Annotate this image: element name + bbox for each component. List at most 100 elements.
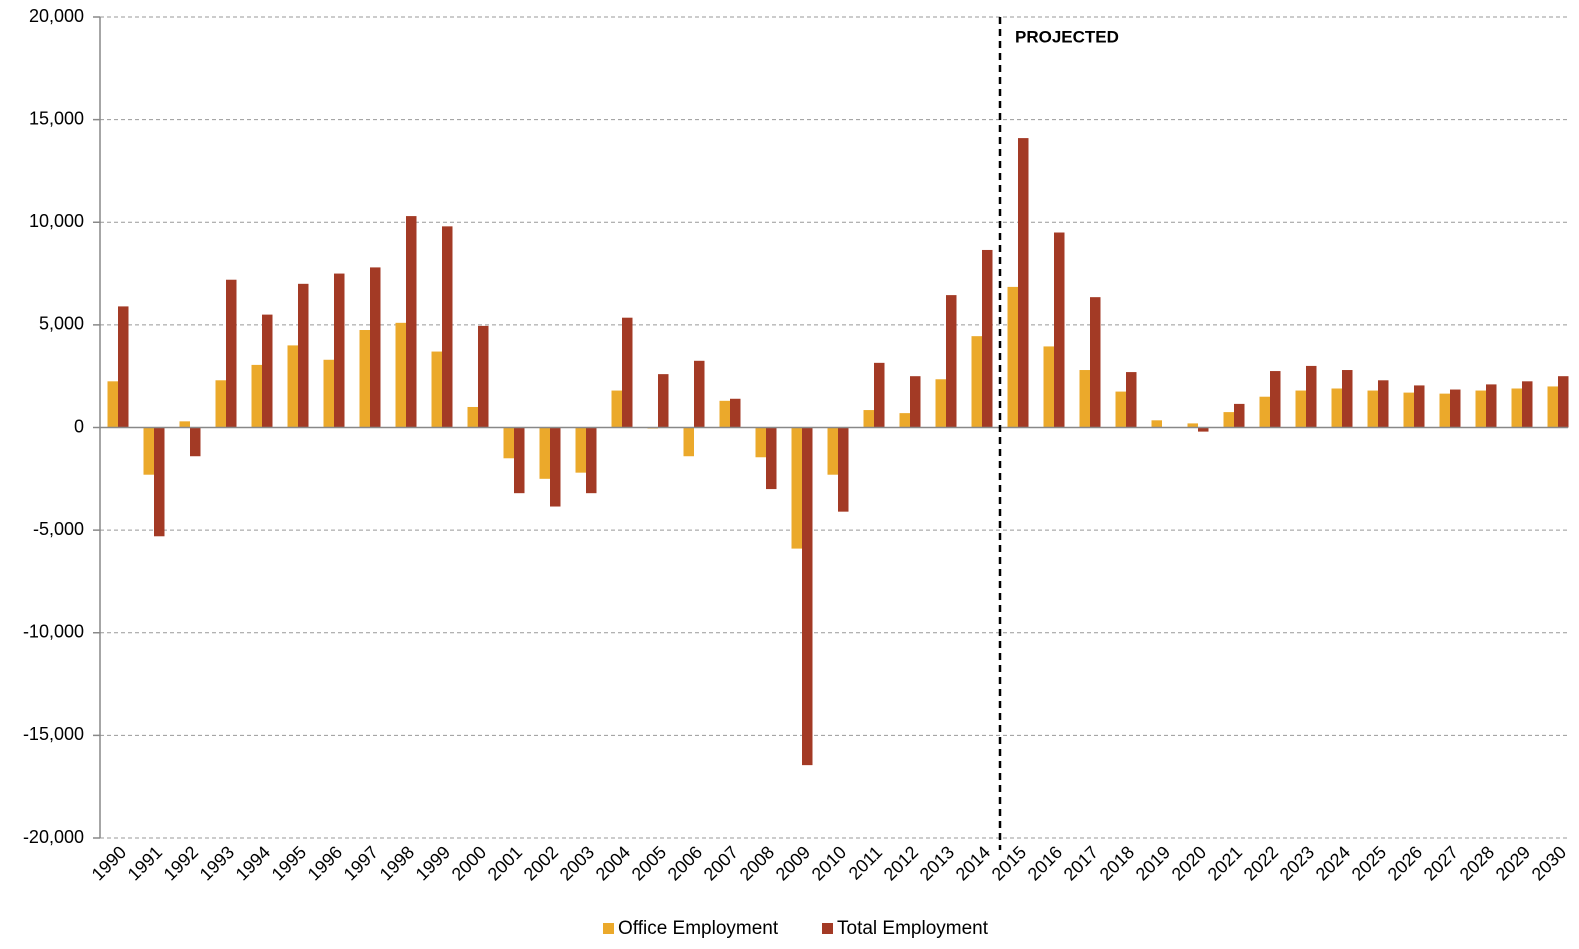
bar	[755, 427, 766, 458]
bar	[215, 380, 226, 428]
x-tick-label: 1991	[124, 842, 166, 884]
x-tick-label: 2010	[808, 842, 850, 884]
x-tick-label: 1993	[196, 842, 238, 884]
bar	[1090, 297, 1101, 428]
bar	[1306, 365, 1317, 428]
x-tick-label: 2022	[1240, 842, 1282, 884]
bar	[1450, 389, 1461, 428]
x-tick-label: 2001	[484, 842, 526, 884]
bar	[791, 427, 802, 549]
bar	[766, 427, 777, 490]
x-tick-label: 2021	[1204, 842, 1246, 884]
bar	[827, 427, 838, 475]
bar	[406, 216, 417, 428]
x-tick-label: 2029	[1492, 842, 1534, 884]
y-tick-label: -20,000	[23, 827, 84, 847]
x-tick-label: 2006	[664, 842, 706, 884]
bar	[143, 427, 154, 475]
bar	[1270, 371, 1281, 428]
bar	[1234, 403, 1245, 428]
bar	[1522, 381, 1533, 428]
bar	[478, 325, 489, 428]
y-tick-label: 15,000	[29, 108, 84, 128]
x-tick-label: 2007	[700, 842, 742, 884]
x-tick-label: 2003	[556, 842, 598, 884]
x-tick-label: 2028	[1456, 842, 1498, 884]
x-tick-label: 2017	[1060, 842, 1102, 884]
bar	[1403, 392, 1414, 428]
bar	[503, 427, 514, 459]
x-tick-label: 2004	[592, 842, 634, 884]
bar	[1414, 385, 1425, 428]
x-tick-label: 2002	[520, 842, 562, 884]
bar	[694, 360, 705, 428]
bar	[1331, 388, 1342, 428]
annotation: PROJECTED	[1015, 27, 1119, 46]
bar	[359, 330, 370, 428]
x-tick-label: 1997	[340, 842, 382, 884]
x-tick-label: 2018	[1096, 842, 1138, 884]
x-tick-label: 2012	[880, 842, 922, 884]
bar	[1151, 420, 1162, 428]
bar	[298, 283, 309, 428]
x-tick-label: 2027	[1420, 842, 1462, 884]
bar	[1054, 232, 1065, 428]
bar	[370, 267, 381, 428]
x-tick-label: 2009	[772, 842, 814, 884]
bar	[334, 273, 345, 428]
legend-swatch	[603, 923, 614, 934]
bar	[838, 427, 849, 512]
bar	[395, 322, 406, 428]
bar	[442, 226, 453, 428]
bar	[514, 427, 525, 494]
bar	[586, 427, 597, 494]
x-tick-label: 2014	[952, 842, 994, 884]
bar	[1018, 138, 1029, 428]
bar	[946, 295, 957, 428]
y-tick-label: -15,000	[23, 724, 84, 744]
x-tick-label: 1994	[232, 842, 274, 884]
bar	[1126, 372, 1137, 428]
bar	[910, 376, 921, 428]
x-tick-label: 2013	[916, 842, 958, 884]
x-tick-label: 2019	[1132, 842, 1174, 884]
bar	[1367, 390, 1378, 428]
bar	[1475, 390, 1486, 428]
bar	[1007, 286, 1018, 428]
bar	[226, 279, 237, 428]
x-tick-label: 1995	[268, 842, 310, 884]
bar	[251, 364, 262, 428]
x-tick-label: 1990	[88, 842, 130, 884]
bar	[550, 427, 561, 507]
x-tick-label: 2008	[736, 842, 778, 884]
bar	[575, 427, 586, 473]
bar	[863, 410, 874, 428]
legend-label: Office Employment	[618, 918, 779, 939]
x-tick-label: 2011	[845, 842, 887, 884]
bar	[1558, 376, 1569, 428]
bar	[899, 413, 910, 428]
x-tick-label: 2015	[988, 842, 1030, 884]
bar	[1259, 396, 1270, 428]
x-tick-label: 2030	[1528, 842, 1570, 884]
x-tick-label: 2020	[1168, 842, 1210, 884]
bar	[431, 351, 442, 428]
bar	[982, 249, 993, 428]
x-tick-label: 1992	[160, 842, 202, 884]
bar	[1043, 346, 1054, 428]
bar	[179, 421, 190, 428]
bar	[874, 362, 885, 428]
bar	[1486, 384, 1497, 428]
x-tick-label: 2000	[448, 842, 490, 884]
bar	[107, 381, 118, 428]
y-tick-label: 10,000	[29, 211, 84, 231]
bar	[323, 359, 334, 428]
bar	[683, 427, 694, 457]
bar	[658, 374, 669, 428]
x-tick-label: 2025	[1348, 842, 1390, 884]
x-tick-label: 1998	[376, 842, 418, 884]
legend-label: Total Employment	[837, 918, 989, 939]
bar	[935, 379, 946, 428]
bar	[1198, 427, 1209, 432]
